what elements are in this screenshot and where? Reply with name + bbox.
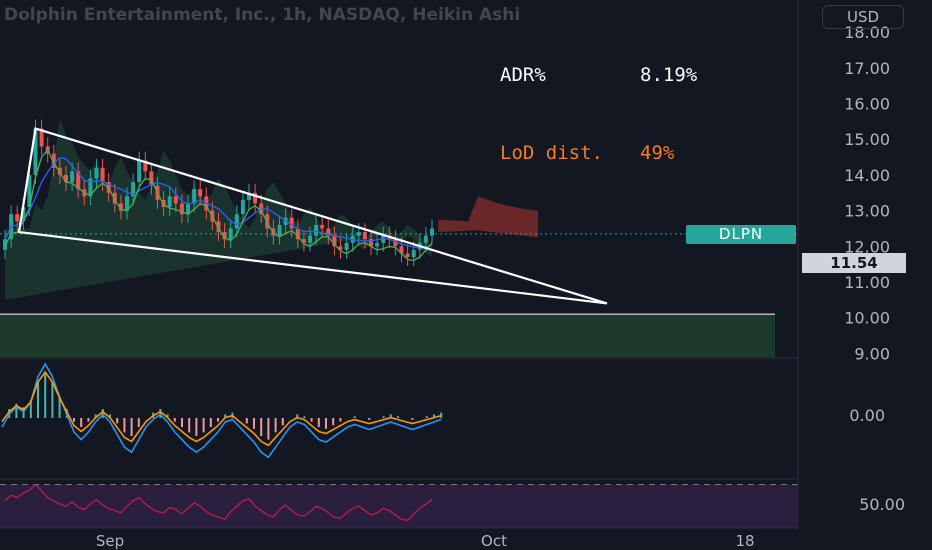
stat-lod-value: 49% [640,142,675,164]
candle-body [216,221,221,233]
candle-body [393,239,398,247]
macd-pane [1,362,443,459]
candle-body [39,128,44,147]
candle-body [125,196,129,211]
candle-body [314,224,319,236]
rsi-tick-label: 50.00 [859,495,905,514]
candle-body [143,160,148,172]
rsi-band [0,484,798,528]
price-tick-label: 9.00 [854,344,890,363]
time-tick-label: Oct [481,532,507,550]
candle-body [94,167,99,179]
axes: 18.00 17.00 16.00 15.00 14.00 13.00 12.00 11.00… [0,0,905,550]
candle-body [51,153,56,168]
candle-body [21,207,26,222]
candle-body [198,189,203,197]
time-tick-label: Sep [96,532,124,550]
price-tick-label: 10.00 [844,309,890,328]
rsi-line [4,483,433,522]
candle-body [369,239,373,247]
stat-lod: LoD dist. 49% [500,140,697,166]
candle-body [186,203,190,215]
candle-body [222,232,227,240]
price-tick-label: 12.00 [844,237,890,256]
stat-lod-label: LoD dist. [500,142,603,164]
candle-body [375,242,380,247]
stat-adr-label: ADR% [500,64,546,86]
price-tick-label: 16.00 [844,95,890,114]
candle-body [131,182,136,197]
candle-body [247,192,251,200]
ma-line-green [4,148,433,262]
price-tick-label: 15.00 [844,130,890,149]
candle-body [88,178,93,197]
candle-body [277,224,282,236]
price-tick-label: 14.00 [844,166,890,185]
candle-body [64,174,68,183]
candle-body [344,242,349,250]
candle-body [405,253,410,258]
candle-body [362,232,367,240]
candle-body [411,249,416,258]
macd-tick-label: 0.00 [849,406,885,425]
candle-body [100,167,105,183]
price-tick-label: 18.00 [844,23,890,42]
candle-body [253,192,258,204]
candle-body [149,171,154,186]
currency-button[interactable]: USD [822,5,904,29]
candle-body [326,228,331,236]
candle-body [301,239,306,243]
candle-body [112,192,117,204]
falling-wedge [17,127,608,305]
candle-body [15,214,20,222]
ma-line-blue [4,156,433,249]
candle-body [356,232,361,236]
candle-body [192,189,197,204]
support-zone [0,314,775,357]
candle-body [179,203,184,215]
candle-body [234,214,239,229]
ticker-label: DLPN [686,225,796,244]
future-cloud [438,196,539,238]
price-tick-label: 13.00 [844,202,890,221]
candle-body [3,239,7,250]
candle-body [240,199,245,215]
candle-body [430,228,434,236]
stat-adr: ADR% 8.19% [500,62,697,88]
price-tick-label: 11.00 [844,273,890,292]
stat-adr-value: 8.19% [640,64,698,86]
candle-body [76,171,81,190]
candle-body [332,235,337,247]
candle-body [118,203,123,211]
rsi-pane [0,483,798,529]
chart-title: Dolphin Entertainment, Inc., 1h, NASDAQ,… [4,5,521,25]
candle-body [33,128,38,175]
last-price-label: 11.54 [802,253,906,273]
candle-body [289,217,294,229]
candle-body [423,235,428,243]
price-tick-label: 17.00 [844,59,890,78]
candle-body [295,228,300,240]
candle-body [338,246,343,250]
candle-body [167,196,172,208]
time-tick-label: 18 [735,532,754,550]
candle-body [320,224,325,229]
candle-body [70,171,75,183]
signal-line [1,370,442,447]
candle-body [308,235,312,243]
stats-panel: ADR% 8.19% LoD dist. 49% [500,10,697,192]
candle-body [137,160,142,183]
macd-line [1,362,442,459]
candle-body [399,246,404,254]
candle-body [27,174,32,208]
price-pane [0,117,798,357]
candle-body [173,196,178,204]
